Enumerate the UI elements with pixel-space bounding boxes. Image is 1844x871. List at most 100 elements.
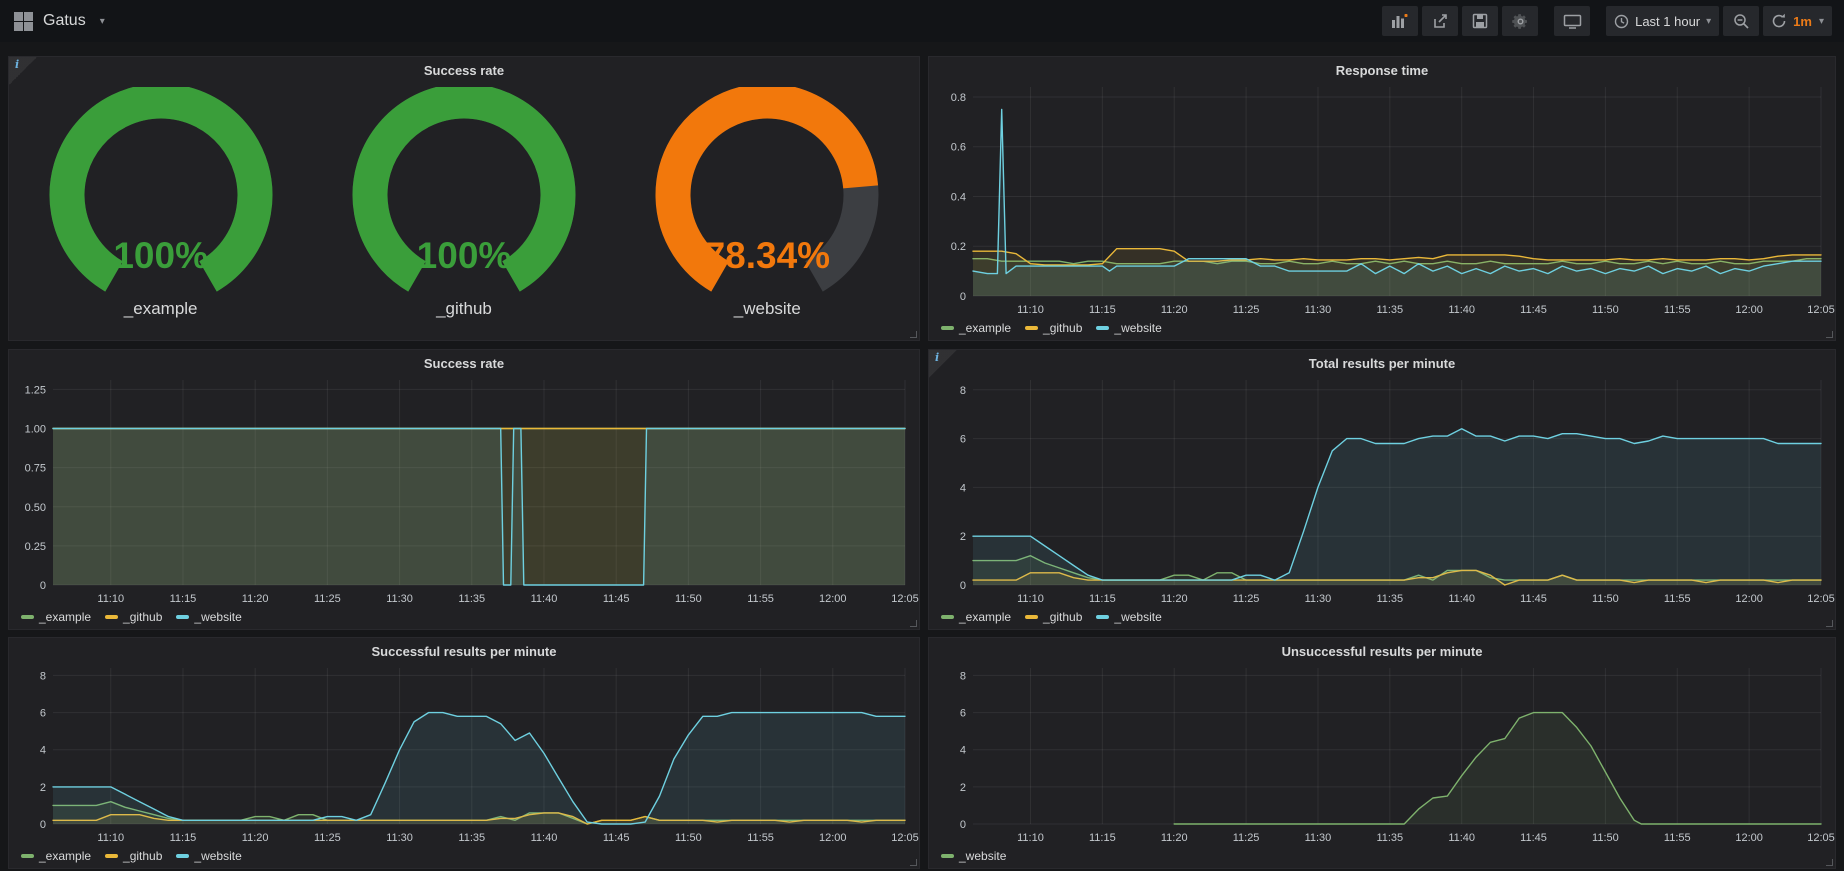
chart-canvas[interactable]: 00.250.500.751.001.2511:1011:1511:2011:2… xyxy=(9,350,919,629)
svg-text:6: 6 xyxy=(40,708,46,720)
svg-text:0: 0 xyxy=(960,291,966,303)
legend-item-github[interactable]: _github xyxy=(1025,610,1082,624)
panel-title[interactable]: Successful results per minute xyxy=(9,644,919,659)
svg-text:12:00: 12:00 xyxy=(819,832,847,844)
gauge-value: 100% xyxy=(9,235,312,277)
svg-text:11:20: 11:20 xyxy=(242,593,269,605)
svg-text:11:10: 11:10 xyxy=(97,832,124,844)
tv-mode-button[interactable] xyxy=(1554,6,1590,36)
panel-title[interactable]: Unsuccessful results per minute xyxy=(929,644,1835,659)
svg-text:11:25: 11:25 xyxy=(1233,593,1260,605)
chart-legend: _example _github _website xyxy=(21,849,242,863)
legend-item-website[interactable]: _website xyxy=(1096,321,1161,335)
panel-success-rate-gauges: i Success rate 100% _example 100% _githu… xyxy=(8,56,920,341)
legend-item-example[interactable]: _example xyxy=(21,610,91,624)
panel-title[interactable]: Success rate xyxy=(9,63,919,78)
legend-item-example[interactable]: _example xyxy=(941,321,1011,335)
svg-text:8: 8 xyxy=(960,385,966,397)
panel-resize-handle[interactable] xyxy=(910,620,917,627)
legend-item-website[interactable]: _website xyxy=(176,610,241,624)
refresh-button[interactable]: 1m ▾ xyxy=(1763,6,1832,36)
svg-text:11:35: 11:35 xyxy=(1376,593,1403,605)
svg-text:0.25: 0.25 xyxy=(25,541,46,553)
dashboard-grid-icon[interactable] xyxy=(14,12,33,31)
svg-text:11:50: 11:50 xyxy=(1592,832,1619,844)
legend-item-github[interactable]: _github xyxy=(105,849,162,863)
panel-resize-handle[interactable] xyxy=(1826,859,1833,866)
share-icon xyxy=(1432,13,1449,30)
svg-text:12:00: 12:00 xyxy=(1735,832,1763,844)
chart-canvas[interactable]: 0246811:1011:1511:2011:2511:3011:3511:40… xyxy=(929,638,1835,868)
share-button[interactable] xyxy=(1422,6,1458,36)
panel-resize-handle[interactable] xyxy=(1826,331,1833,338)
svg-text:12:05: 12:05 xyxy=(1807,832,1835,844)
svg-text:11:10: 11:10 xyxy=(1017,832,1044,844)
legend-item-github[interactable]: _github xyxy=(105,610,162,624)
legend-item-github[interactable]: _github xyxy=(1025,321,1082,335)
legend-swatch xyxy=(941,854,954,858)
svg-text:11:35: 11:35 xyxy=(1376,832,1403,844)
dashboard-title[interactable]: Gatus xyxy=(43,12,86,30)
chart-canvas[interactable]: 00.20.40.60.811:1011:1511:2011:2511:3011… xyxy=(929,57,1835,340)
legend-item-website[interactable]: _website xyxy=(176,849,241,863)
svg-text:2: 2 xyxy=(40,782,46,794)
panel-title[interactable]: Response time xyxy=(929,63,1835,78)
svg-text:11:40: 11:40 xyxy=(531,832,558,844)
legend-swatch xyxy=(1096,615,1109,619)
chart-canvas[interactable]: 0246811:1011:1511:2011:2511:3011:3511:40… xyxy=(9,638,919,868)
svg-text:11:20: 11:20 xyxy=(242,832,269,844)
svg-text:8: 8 xyxy=(960,670,966,682)
panel-title[interactable]: Total results per minute xyxy=(929,356,1835,371)
svg-text:11:50: 11:50 xyxy=(675,832,702,844)
settings-button[interactable] xyxy=(1502,6,1538,36)
svg-text:11:30: 11:30 xyxy=(1305,593,1332,605)
add-panel-button[interactable] xyxy=(1382,6,1418,36)
legend-label: _example xyxy=(39,610,91,624)
svg-text:6: 6 xyxy=(960,434,966,446)
legend-swatch xyxy=(941,326,954,330)
legend-swatch xyxy=(21,854,34,858)
legend-swatch xyxy=(176,854,189,858)
panel-resize-handle[interactable] xyxy=(910,859,917,866)
legend-label: _example xyxy=(959,610,1011,624)
legend-swatch xyxy=(1025,615,1038,619)
chart-canvas[interactable]: 0246811:1011:1511:2011:2511:3011:3511:40… xyxy=(929,350,1835,629)
panel-info-icon[interactable]: i xyxy=(929,350,957,378)
save-button[interactable] xyxy=(1462,6,1498,36)
svg-text:11:15: 11:15 xyxy=(1089,304,1116,316)
svg-text:6: 6 xyxy=(960,708,966,720)
panel-title[interactable]: Success rate xyxy=(9,356,919,371)
panel-info-icon[interactable]: i xyxy=(9,57,37,85)
svg-text:11:50: 11:50 xyxy=(1592,304,1619,316)
svg-text:11:30: 11:30 xyxy=(386,593,413,605)
svg-text:11:25: 11:25 xyxy=(314,593,341,605)
chevron-down-icon: ▾ xyxy=(100,16,105,27)
svg-text:0.2: 0.2 xyxy=(951,241,966,253)
svg-text:11:55: 11:55 xyxy=(1664,593,1691,605)
svg-text:11:45: 11:45 xyxy=(1520,832,1547,844)
legend-swatch xyxy=(1025,326,1038,330)
svg-text:0.75: 0.75 xyxy=(25,463,46,475)
legend-label: _website xyxy=(1114,610,1161,624)
legend-item-example[interactable]: _example xyxy=(941,610,1011,624)
gauge-website: 78.34% _website xyxy=(616,87,919,340)
svg-text:11:15: 11:15 xyxy=(1089,593,1116,605)
legend-item-example[interactable]: _example xyxy=(21,849,91,863)
panel-successful-results: Successful results per minute 0246811:10… xyxy=(8,637,920,869)
panel-resize-handle[interactable] xyxy=(1826,620,1833,627)
svg-text:11:20: 11:20 xyxy=(1161,593,1188,605)
legend-item-website[interactable]: _website xyxy=(941,849,1006,863)
svg-text:11:25: 11:25 xyxy=(1233,304,1260,316)
refresh-interval-label: 1m xyxy=(1793,14,1812,29)
svg-text:11:50: 11:50 xyxy=(1592,593,1619,605)
time-range-picker[interactable]: Last 1 hour ▾ xyxy=(1606,6,1719,36)
svg-text:4: 4 xyxy=(960,745,966,757)
panel-resize-handle[interactable] xyxy=(910,331,917,338)
svg-text:11:40: 11:40 xyxy=(1448,593,1475,605)
zoom-out-button[interactable] xyxy=(1723,6,1759,36)
chart-legend: _website xyxy=(941,849,1006,863)
legend-item-website[interactable]: _website xyxy=(1096,610,1161,624)
svg-text:11:30: 11:30 xyxy=(1305,304,1332,316)
legend-swatch xyxy=(105,615,118,619)
gauge-label: _website xyxy=(734,299,801,319)
